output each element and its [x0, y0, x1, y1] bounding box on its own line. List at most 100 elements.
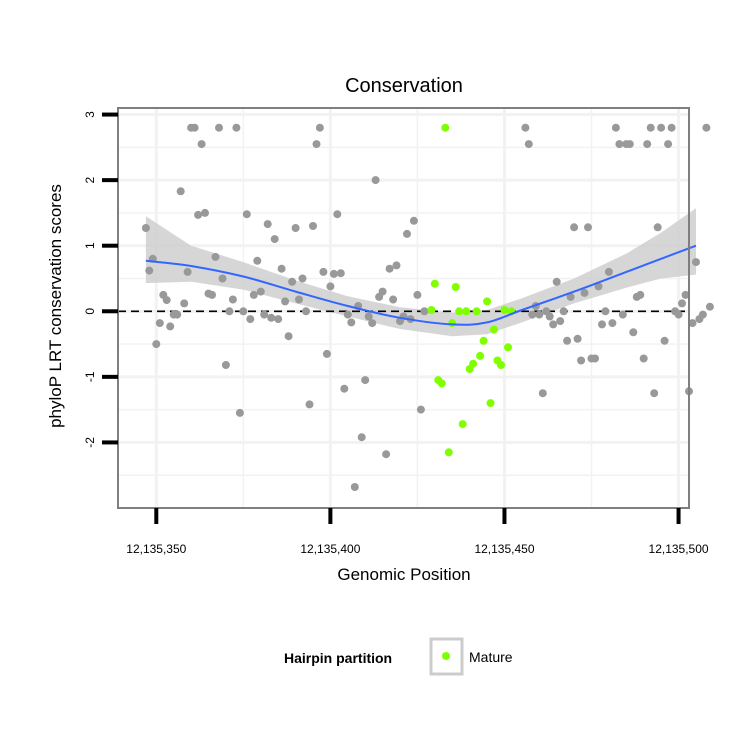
- data-point-other: [288, 277, 297, 286]
- data-point-other: [650, 389, 659, 398]
- data-point-mature: [455, 307, 464, 316]
- x-axis-title: Genomic Position: [337, 565, 470, 584]
- y-tick-label: 1: [83, 242, 97, 249]
- data-point-other: [326, 282, 335, 291]
- data-point-other: [312, 140, 321, 149]
- data-point-other: [221, 361, 230, 369]
- x-tick-label: 12,135,500: [649, 542, 709, 556]
- data-point-mature: [444, 448, 453, 457]
- data-point-mature: [451, 283, 460, 291]
- data-point-other: [235, 408, 244, 417]
- data-point-other: [197, 140, 206, 149]
- data-point-other: [239, 307, 248, 316]
- data-point-other: [343, 310, 352, 319]
- data-point-other: [389, 295, 398, 304]
- data-point-other: [698, 310, 707, 319]
- data-point-other: [403, 229, 411, 238]
- data-point-other: [333, 210, 342, 219]
- data-point-other: [253, 256, 262, 265]
- data-point-other: [611, 123, 620, 132]
- data-point-other: [274, 315, 283, 324]
- data-point-other: [173, 310, 182, 319]
- data-point-other: [336, 269, 345, 278]
- data-point-other: [702, 123, 711, 132]
- data-point-other: [594, 282, 603, 291]
- data-point-other: [350, 483, 359, 491]
- data-point-other: [218, 274, 227, 283]
- x-axis: 12,135,350 12,135,400 12,135,450 12,135,500: [126, 508, 709, 556]
- points-other: [141, 123, 714, 491]
- data-point-other: [305, 400, 314, 409]
- data-point-other: [416, 405, 425, 414]
- data-point-other: [535, 310, 544, 319]
- data-point-mature: [500, 306, 509, 314]
- y-tick-label: -1: [83, 371, 97, 382]
- data-point-other: [705, 302, 714, 311]
- data-point-other: [145, 266, 154, 275]
- data-point-other: [225, 307, 234, 316]
- data-point-other: [573, 334, 582, 343]
- legend-key-mature-point: [442, 652, 450, 660]
- data-point-mature: [462, 307, 471, 316]
- data-point-other: [681, 290, 690, 299]
- data-point-other: [413, 290, 422, 299]
- data-point-other: [625, 140, 634, 149]
- data-point-other: [368, 319, 377, 328]
- data-point-other: [688, 319, 697, 328]
- data-point-other: [162, 296, 171, 305]
- data-point-other: [357, 433, 366, 442]
- data-point-mature: [490, 325, 498, 334]
- data-point-other: [545, 312, 554, 321]
- data-point-other: [180, 299, 189, 308]
- x-tick-label: 12,135,400: [300, 542, 360, 556]
- data-point-other: [242, 210, 251, 219]
- data-point-other: [270, 235, 279, 244]
- data-point-other: [577, 356, 586, 365]
- data-point-other: [639, 354, 648, 363]
- data-point-other: [260, 310, 269, 319]
- data-point-other: [176, 187, 185, 196]
- data-point-other: [364, 312, 373, 321]
- data-point-other: [249, 290, 258, 299]
- data-point-other: [315, 123, 324, 132]
- data-point-other: [559, 307, 568, 316]
- data-point-other: [692, 258, 700, 267]
- data-point-other: [674, 310, 683, 319]
- data-point-other: [298, 274, 307, 283]
- data-point-other: [601, 307, 610, 316]
- data-point-other: [382, 450, 391, 459]
- chart-title: Conservation: [345, 75, 463, 97]
- data-point-mature: [504, 343, 512, 352]
- data-point-other: [385, 264, 394, 273]
- data-point-other: [281, 297, 290, 306]
- data-point-other: [643, 140, 652, 149]
- data-point-other: [409, 216, 418, 225]
- data-point-other: [329, 269, 338, 278]
- data-point-other: [284, 332, 293, 341]
- data-point-other: [319, 267, 328, 276]
- data-point-other: [678, 299, 686, 308]
- y-axis-title: phyloP LRT conservation scores: [46, 184, 65, 428]
- data-point-other: [291, 224, 300, 232]
- data-point-other: [302, 307, 310, 316]
- legend-label-mature: Mature: [469, 649, 513, 665]
- data-point-other: [232, 123, 241, 132]
- data-point-other: [246, 315, 255, 324]
- data-point-other: [563, 336, 572, 345]
- x-tick-label: 12,135,350: [126, 542, 186, 556]
- data-point-other: [598, 320, 606, 329]
- y-tick-label: 3: [83, 111, 97, 118]
- data-point-other: [183, 267, 192, 276]
- data-point-mature: [448, 319, 457, 328]
- data-point-other: [604, 267, 613, 276]
- data-point-other: [228, 295, 237, 304]
- data-point-other: [646, 123, 655, 132]
- data-point-other: [664, 140, 673, 149]
- data-point-mature: [430, 279, 439, 288]
- data-point-mature: [479, 336, 488, 345]
- data-point-other: [556, 317, 565, 326]
- data-point-other: [194, 210, 203, 219]
- y-tick-label: 2: [83, 176, 97, 183]
- data-point-mature: [497, 361, 505, 369]
